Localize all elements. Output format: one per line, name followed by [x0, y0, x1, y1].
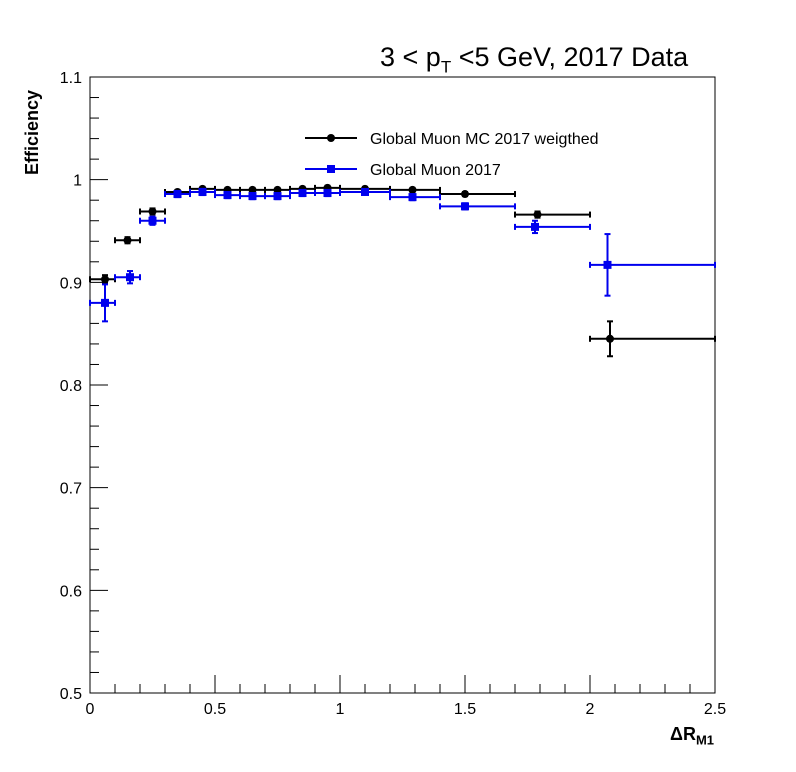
data-point [298, 189, 307, 198]
data-point [461, 190, 469, 199]
data-point [148, 216, 157, 225]
data-point [461, 202, 469, 211]
y-tick-label: 1.1 [60, 70, 82, 87]
data-point [273, 185, 282, 194]
legend-label: Global Muon 2017 [370, 162, 501, 179]
data-point [323, 189, 332, 198]
series-0 [89, 183, 716, 358]
y-tick-label: 0.7 [60, 481, 82, 498]
data-point [248, 192, 257, 201]
x-tick-label: 2.5 [704, 701, 726, 718]
x-tick-label: 0 [86, 701, 95, 718]
y-tick-label: 1 [73, 173, 82, 190]
data-point [248, 185, 257, 194]
y-tick-label: 0.5 [60, 686, 82, 703]
x-tick-label: 2 [586, 701, 595, 718]
data-point [126, 273, 134, 282]
legend-marker [327, 165, 335, 173]
series-layer [89, 183, 716, 358]
legend-item: Global Muon MC 2017 weigthed [305, 131, 599, 148]
data-point [198, 187, 207, 196]
data-point [223, 191, 232, 200]
legend-label: Global Muon MC 2017 weigthed [370, 131, 599, 148]
data-point [273, 192, 282, 201]
data-point [408, 185, 417, 194]
y-tick-label: 0.6 [60, 583, 82, 600]
legend: Global Muon MC 2017 weigthed Global Muon … [305, 131, 599, 179]
data-point [101, 298, 109, 307]
chart-title: 3 < pT <5 GeV, 2017 Data [380, 42, 689, 77]
data-point [533, 210, 542, 219]
data-point [408, 193, 417, 202]
x-axis-label: ΔRM1 [670, 724, 714, 748]
series-1 [89, 187, 716, 323]
data-point [173, 190, 182, 199]
y-tick-label: 0.9 [60, 275, 82, 292]
x-tick-label: 1 [336, 701, 345, 718]
y-tick-label: 0.8 [60, 378, 82, 395]
x-tick-label: 1.5 [454, 701, 476, 718]
data-point [123, 236, 132, 245]
data-point [531, 222, 539, 231]
data-point [101, 275, 109, 284]
data-point [606, 334, 614, 343]
legend-item: Global Muon 2017 [305, 162, 501, 179]
axes-ticks: 0 0.5 1 1.5 2 2.50.50.60.70.80.911.1 [60, 70, 726, 718]
data-point [361, 187, 369, 196]
y-axis-label: Efficiency [22, 89, 42, 175]
x-tick-label: 0.5 [204, 701, 226, 718]
data-point [148, 207, 157, 216]
legend-marker [327, 134, 335, 142]
data-point [603, 260, 612, 269]
